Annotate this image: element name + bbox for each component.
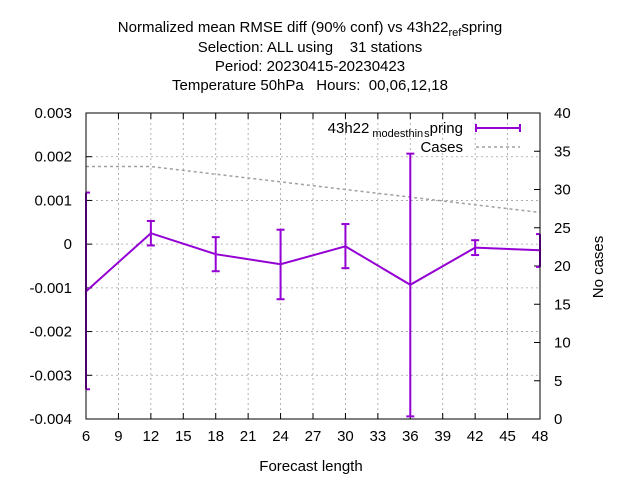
y2-tick-label: 25 (554, 220, 571, 237)
y2-axis-label: No cases (590, 236, 607, 299)
x-tick-label: 33 (370, 428, 387, 445)
x-tick-label: 48 (532, 428, 549, 445)
series-main-line (85, 232, 541, 293)
y-tick-label: 0.001 (34, 192, 72, 209)
y2-tick-label: 35 (554, 143, 571, 160)
legend-label-part-end: pring (430, 120, 463, 137)
y2-tick-label: 20 (554, 258, 571, 275)
x-tick-label: 45 (499, 428, 516, 445)
y-tick-label: -0.001 (29, 280, 72, 297)
y2-tick-label: 15 (554, 296, 571, 313)
y-tick-label: -0.004 (29, 411, 72, 428)
x-tick-label: 21 (240, 428, 257, 445)
y2-tick-label: 5 (554, 373, 562, 390)
y-tick-label: 0.003 (34, 105, 72, 122)
legend: 43h22 modesthinspring Cases (328, 120, 521, 156)
y-tick-label: -0.003 (29, 367, 72, 384)
chart-title-part-mid: s (461, 19, 469, 36)
x-axis-ticks: 6 9 12 15 18 21 24 27 30 33 36 39 42 45 48 (82, 113, 549, 445)
y2-tick-label: 0 (554, 411, 562, 428)
data-point (149, 232, 153, 235)
x-tick-label: 30 (337, 428, 354, 445)
data-point (344, 245, 347, 248)
series-cases-line (86, 165, 541, 214)
y2-tick-label: 30 (554, 182, 571, 199)
x-tick-label: 15 (175, 428, 192, 445)
x-axis-label: Forecast length (259, 458, 362, 475)
chart-title-line-2: Selection: ALL using 31 stations (198, 39, 423, 56)
data-point (214, 252, 217, 256)
x-tick-label: 18 (207, 428, 224, 445)
y-tick-label: 0.002 (34, 149, 72, 166)
x-tick-label: 39 (434, 428, 451, 445)
y2-tick-label: 40 (554, 105, 571, 122)
chart-title: Normalized mean RMSE diff (90% conf) vs … (118, 19, 502, 94)
legend-label-part-1: 43h22 (328, 120, 370, 137)
legend-label-subscript-2: s (424, 128, 430, 140)
x-tick-label: 12 (143, 428, 160, 445)
legend-label-cases: Cases (420, 139, 463, 156)
plot-frame (85, 112, 541, 420)
x-tick-label: 24 (272, 428, 289, 445)
x-tick-label: 6 (82, 428, 90, 445)
y-tick-label: 0 (64, 236, 72, 253)
x-tick-label: 36 (402, 428, 419, 445)
x-tick-label: 42 (467, 428, 484, 445)
y2-axis-ticks: 0 5 10 15 20 25 30 35 40 (534, 105, 571, 428)
grid (86, 113, 540, 419)
data-point (409, 283, 412, 286)
data-point (473, 246, 477, 249)
y-tick-label: -0.002 (29, 324, 72, 341)
chart-title-line-1: Normalized mean RMSE diff (90% conf) vs … (118, 19, 502, 39)
x-tick-label: 9 (114, 428, 122, 445)
data-point (279, 263, 282, 266)
legend-label-subscript-1: modesthin (372, 128, 423, 140)
chart-title-line-4: Temperature 50hPa Hours: 00,06,12,18 (172, 77, 448, 94)
x-tick-label: 27 (305, 428, 322, 445)
legend-label-series-1: 43h22 modesthinspring (328, 120, 463, 140)
chart-title-part-end: pring (469, 19, 502, 36)
y2-tick-label: 10 (554, 335, 571, 352)
chart-title-part-main: Normalized mean RMSE diff (90% conf) vs … (118, 19, 449, 36)
y-axis-ticks: -0.004 -0.003 -0.002 -0.001 0 0.001 0.002 0.003 (29, 105, 92, 428)
chart-title-subscript-ref: ref (449, 27, 463, 39)
chart-title-line-3: Period: 20230415-20230423 (215, 58, 405, 75)
